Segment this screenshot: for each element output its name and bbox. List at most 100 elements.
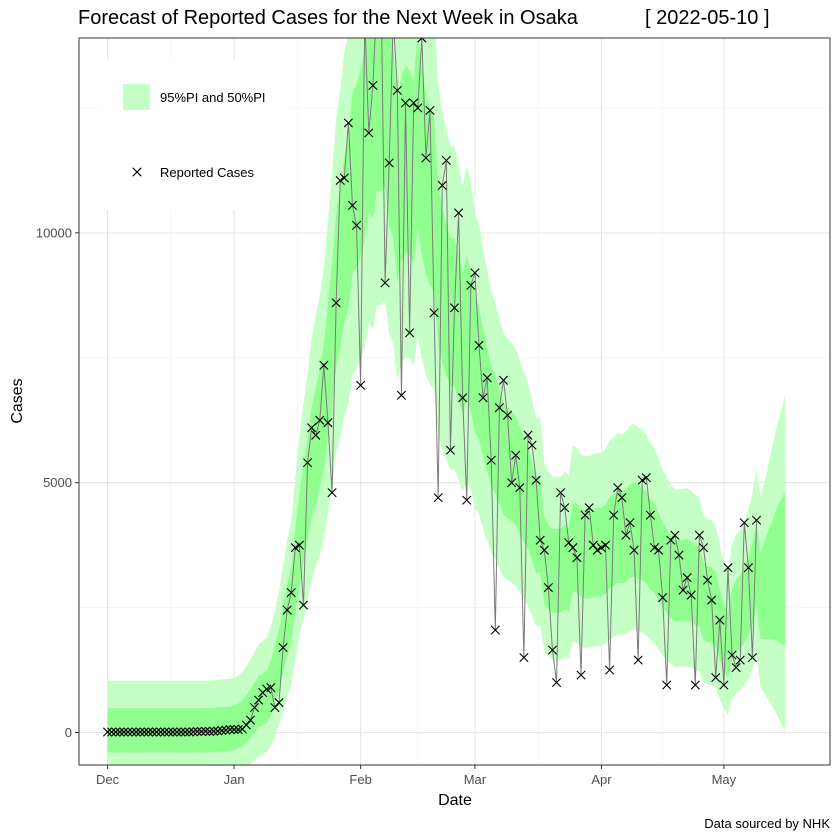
data-point-marker: [282, 605, 292, 615]
data-point-marker: [556, 488, 566, 498]
data-point-marker: [662, 680, 672, 690]
data-point-marker: [617, 493, 627, 503]
data-point-marker: [502, 410, 513, 420]
data-point-marker: [429, 308, 439, 318]
data-point-marker: [519, 652, 529, 663]
marker-stroke: [290, 543, 300, 553]
data-point-marker: [160, 727, 170, 737]
data-point-marker: [678, 585, 688, 595]
marker-stroke: [609, 510, 619, 520]
data-point-marker: [437, 180, 447, 190]
data-point-marker: [535, 535, 545, 545]
data-point-marker: [596, 543, 607, 553]
marker-stroke: [694, 530, 704, 540]
marker-stroke: [229, 724, 239, 735]
marker-stroke: [119, 727, 129, 737]
marker-stroke: [466, 280, 476, 290]
marker-stroke: [433, 493, 443, 503]
marker-stroke: [205, 726, 215, 737]
data-point-marker: [658, 593, 668, 603]
marker-stroke: [453, 208, 464, 218]
marker-stroke: [723, 563, 733, 573]
data-point-marker: [433, 493, 443, 503]
marker-stroke: [221, 725, 231, 735]
data-point-marker: [302, 458, 313, 468]
marker-stroke: [294, 540, 304, 550]
marker-stroke: [531, 475, 541, 485]
data-point-marker: [364, 128, 374, 138]
data-point-marker: [645, 510, 656, 520]
marker-stroke: [213, 726, 223, 736]
data-point-marker: [151, 727, 162, 737]
data-point-marker: [698, 543, 709, 553]
data-point-marker: [188, 727, 198, 737]
data-point-marker: [584, 503, 594, 513]
marker-stroke: [645, 510, 656, 520]
x-axis-title: Date: [438, 792, 472, 809]
data-point-marker: [715, 615, 725, 625]
marker-stroke: [168, 727, 178, 737]
data-point-marker: [572, 553, 582, 563]
marker-stroke: [588, 540, 598, 550]
data-point-marker: [498, 375, 509, 385]
marker-stroke: [556, 488, 566, 498]
marker-stroke: [678, 585, 688, 595]
data-point-marker: [400, 98, 411, 108]
legend-background: [100, 60, 290, 210]
marker-stroke: [576, 670, 586, 680]
marker-stroke: [225, 724, 235, 735]
marker-stroke: [364, 128, 374, 138]
data-point-marker: [731, 662, 741, 673]
data-point-marker: [694, 530, 704, 540]
marker-stroke: [658, 593, 668, 603]
marker-stroke: [629, 545, 639, 555]
marker-stroke: [298, 600, 309, 610]
marker-stroke: [641, 473, 651, 483]
x-tick-label: Dec: [96, 772, 120, 787]
marker-stroke: [147, 727, 158, 737]
marker-stroke: [743, 563, 753, 573]
marker-stroke: [674, 550, 684, 560]
marker-stroke: [445, 445, 456, 455]
data-point-marker: [196, 726, 207, 737]
data-source-caption: Data sourced by NHK: [704, 816, 830, 831]
data-point-marker: [739, 518, 749, 528]
data-point-marker: [307, 423, 317, 433]
data-point-marker: [490, 625, 500, 635]
marker-stroke: [180, 727, 190, 737]
marker-stroke: [625, 518, 635, 528]
data-point-marker: [156, 727, 166, 737]
data-point-marker: [649, 543, 660, 553]
legend-label-pi: 95%PI and 50%PI: [160, 90, 266, 105]
marker-stroke: [600, 540, 611, 550]
marker-stroke: [527, 440, 537, 450]
data-point-marker: [547, 645, 558, 655]
marker-stroke: [315, 415, 325, 425]
data-point-marker: [441, 155, 451, 166]
marker-stroke: [156, 727, 166, 737]
data-point-marker: [253, 695, 264, 705]
marker-stroke: [396, 390, 407, 400]
marker-stroke: [698, 543, 709, 553]
marker-stroke: [417, 38, 423, 43]
marker-stroke: [196, 726, 207, 737]
marker-stroke: [515, 483, 525, 493]
marker-stroke: [343, 118, 353, 128]
data-point-marker: [315, 415, 325, 425]
data-point-marker: [347, 200, 358, 210]
marker-stroke: [666, 535, 676, 545]
marker-stroke: [507, 478, 517, 488]
marker-stroke: [311, 430, 321, 440]
data-point-marker: [164, 727, 174, 737]
data-point-marker: [147, 727, 158, 737]
marker-stroke: [319, 360, 329, 370]
data-point-marker: [629, 545, 639, 555]
data-point-marker: [405, 328, 415, 338]
data-point-marker: [527, 440, 537, 450]
data-point-marker: [568, 543, 578, 553]
data-point-marker: [605, 665, 615, 675]
marker-stroke: [437, 180, 447, 190]
data-point-marker: [229, 724, 239, 735]
data-point-marker: [176, 727, 186, 737]
data-point-marker: [478, 393, 488, 403]
